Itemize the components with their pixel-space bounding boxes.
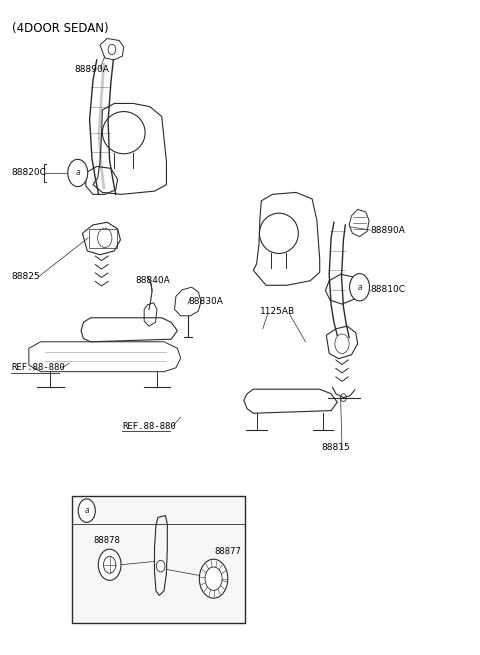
Text: a: a: [357, 283, 362, 291]
Text: 88890A: 88890A: [371, 225, 405, 234]
Text: 1125AB: 1125AB: [260, 307, 295, 316]
Circle shape: [68, 159, 88, 187]
Text: 88890A: 88890A: [74, 65, 109, 73]
Text: 88840A: 88840A: [136, 276, 170, 285]
Circle shape: [199, 559, 228, 598]
Text: (4DOOR SEDAN): (4DOOR SEDAN): [12, 22, 109, 35]
FancyBboxPatch shape: [72, 496, 245, 623]
Text: REF.88-880: REF.88-880: [122, 422, 176, 431]
Circle shape: [78, 499, 96, 522]
Text: 88810C: 88810C: [371, 286, 406, 294]
Text: REF.88-880: REF.88-880: [12, 364, 65, 372]
Text: 88825: 88825: [12, 272, 40, 282]
Text: 88830A: 88830A: [189, 297, 224, 306]
Text: a: a: [75, 168, 80, 178]
Circle shape: [349, 274, 370, 301]
Text: a: a: [84, 506, 89, 515]
Bar: [89, 229, 117, 248]
Text: 88877: 88877: [215, 547, 241, 556]
Text: 88815: 88815: [322, 443, 350, 452]
Text: 88878: 88878: [93, 536, 120, 544]
Circle shape: [98, 549, 121, 580]
Text: 88820C: 88820C: [12, 168, 46, 178]
